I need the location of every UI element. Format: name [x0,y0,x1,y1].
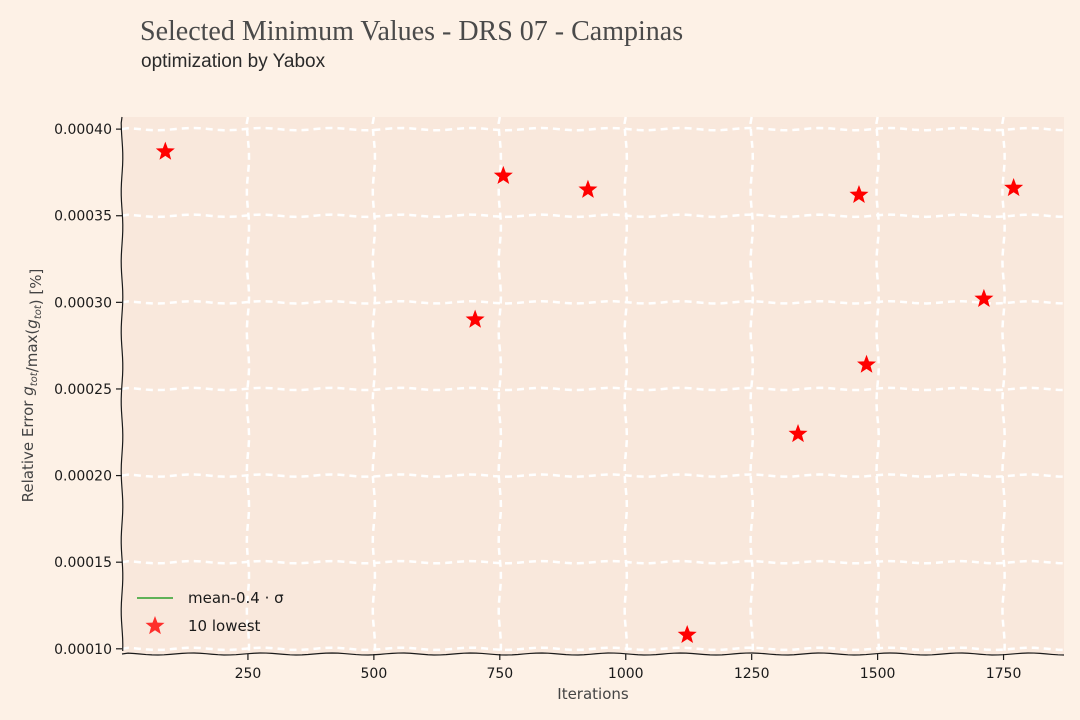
chart-subtitle: optimization by Yabox [141,51,326,72]
grid-line-horizontal [121,559,1065,565]
data-point-star [849,184,869,204]
x-axis-label: Iterations [557,685,629,703]
grid-line-horizontal [121,299,1065,305]
y-tick-label: 0.00015 [54,555,112,571]
axes: 0.00010 0.00015 0.00020 0.00025 0.00030 0.000… [19,116,1065,703]
data-point-star [578,179,598,198]
y-tick-label: 0.00040 [54,122,112,138]
data-point-star [1004,178,1024,197]
grid-line-vertical [875,116,880,652]
grid-line-vertical [245,116,251,652]
grid-line-vertical [1001,116,1006,652]
data-point-star [493,165,513,184]
grid-line-vertical [371,116,377,652]
grid-line-vertical [749,116,755,652]
y-axis-line [120,116,124,652]
chart-title: Selected Minimum Values - DRS 07 - Campi… [140,16,684,47]
legend-label-mean: mean-0.4 · σ [188,589,284,607]
x-tick-label: 750 [486,666,513,682]
x-tick-label: 1250 [734,666,770,682]
grid-lines [121,116,1065,652]
y-tick-label: 0.00010 [54,642,112,658]
y-axis-label: Relative Error gtot/max(gtot) [%] [19,269,45,503]
data-point-star [155,141,175,160]
data-points [155,141,1024,644]
data-point-star [857,354,877,373]
grid-line-horizontal [121,646,1065,652]
legend: mean-0.4 · σ 10 lowest [137,589,284,635]
grid-line-horizontal [121,126,1065,132]
legend-star-swatch [145,616,165,635]
x-tick-label: 250 [235,666,262,682]
grid-line-horizontal [121,386,1065,392]
grid-line-horizontal [121,213,1065,219]
legend-label-lowest: 10 lowest [188,617,261,635]
plot-area [122,117,1064,654]
y-tick-label: 0.00035 [54,209,112,225]
data-point-star [788,424,808,443]
y-tick-label: 0.00020 [54,469,112,485]
y-tick-label: 0.00025 [54,382,112,398]
data-point-star [974,288,994,307]
data-point-star [465,309,485,328]
x-tick-label: 500 [361,666,388,682]
grid-line-vertical [497,116,503,652]
grid-line-horizontal [121,473,1065,478]
x-tick-label: 1500 [860,666,896,682]
y-tick-label: 0.00030 [54,295,112,311]
x-tick-label: 1750 [986,666,1022,682]
x-axis-line [121,652,1065,656]
x-tick-label: 1000 [608,666,644,682]
grid-line-vertical [623,116,629,652]
data-point-star [677,624,697,644]
